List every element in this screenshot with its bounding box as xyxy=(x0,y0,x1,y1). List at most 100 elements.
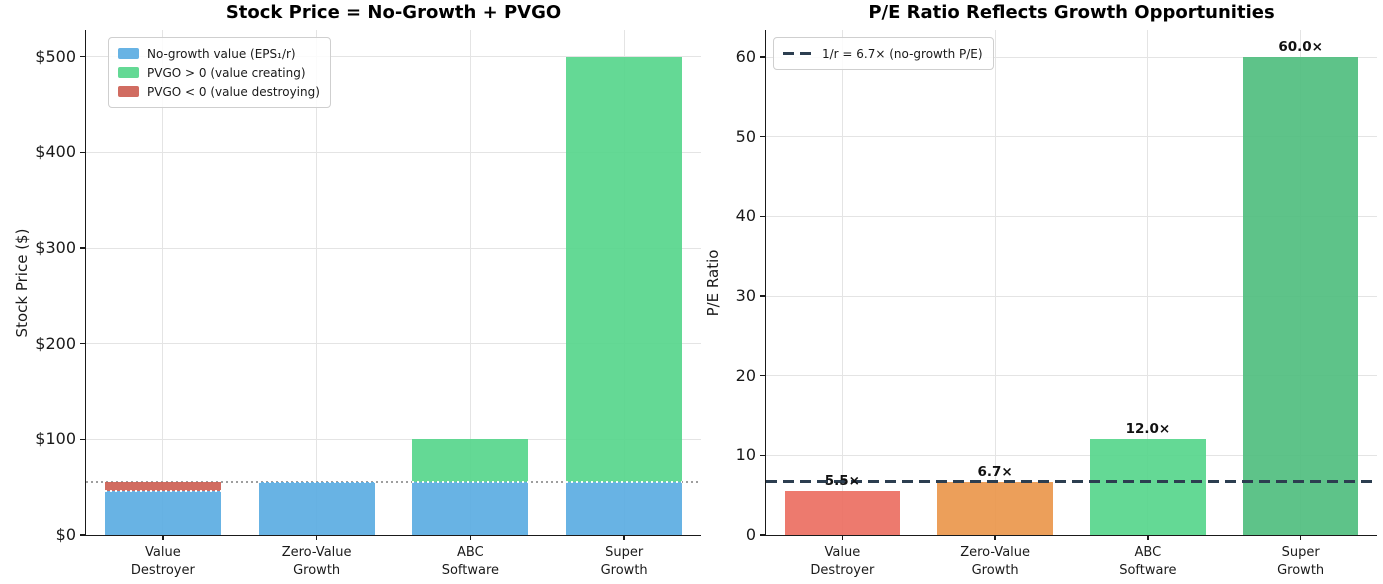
y-tick-mark xyxy=(80,151,85,154)
pe-ratio-chart-title: P/E Ratio Reflects Growth Opportunities xyxy=(868,2,1275,23)
bar xyxy=(937,481,1053,535)
stock-price-chart-plot-area: Stock Price = No-Growth + PVGO Stock Pri… xyxy=(13,2,701,578)
x-tick-mark xyxy=(1147,535,1149,540)
x-tick-label: Value Destroyer xyxy=(130,545,195,578)
x-tick-mark xyxy=(841,535,844,540)
y-tick-label: 40 xyxy=(735,206,756,226)
x-gridline xyxy=(841,30,843,535)
pe-ratio-chart-plot-area: P/E Ratio Reflects Growth Opportunities … xyxy=(704,2,1377,578)
legend-label: PVGO > 0 (value creating) xyxy=(147,65,306,80)
pe-ratio-y-axis-label: P/E Ratio xyxy=(704,249,722,316)
legend-swatch xyxy=(118,86,139,97)
y-tick-label: 30 xyxy=(735,286,756,306)
dashed-line-swatch xyxy=(783,52,813,55)
legend-entry: PVGO > 0 (value creating) xyxy=(118,63,320,82)
y-gridline xyxy=(86,56,701,58)
y-gridline xyxy=(766,454,1377,456)
x-tick-label: Value Destroyer xyxy=(810,545,875,578)
y-tick-label: $200 xyxy=(35,333,76,353)
bar-value-label: 60.0× xyxy=(1278,39,1323,56)
y-tick-mark xyxy=(760,454,765,457)
x-tick-mark xyxy=(1299,535,1302,540)
x-tick-label: Super Growth xyxy=(1277,545,1325,578)
segment-divider xyxy=(258,480,375,483)
x-tick-label: Super Growth xyxy=(600,545,648,578)
y-tick-mark xyxy=(80,247,85,249)
y-gridline xyxy=(86,438,701,440)
y-tick-label: 0 xyxy=(745,525,756,544)
bar xyxy=(1090,439,1206,535)
x-tick-mark xyxy=(315,535,318,540)
y-gridline xyxy=(766,375,1377,377)
y-tick-label: 10 xyxy=(735,445,756,465)
bar-value-label: 6.7× xyxy=(977,463,1013,480)
y-tick-label: 60 xyxy=(735,47,756,67)
bar-segment xyxy=(566,481,683,535)
bar-segment xyxy=(566,56,683,482)
x-tick-label: Zero-Value Growth xyxy=(281,545,352,578)
legend-entry: No-growth value (EPS₁/r) xyxy=(118,44,320,63)
y-tick-label: $300 xyxy=(35,238,76,258)
reference-line-dotted xyxy=(86,480,701,483)
y-gridline xyxy=(766,56,1377,58)
reference-line-dashed xyxy=(766,479,1377,483)
x-tick-mark xyxy=(623,535,625,540)
y-tick-mark xyxy=(80,343,85,345)
stock-price-legend: No-growth value (EPS₁/r) PVGO > 0 (value … xyxy=(108,37,331,108)
y-gridline xyxy=(86,247,701,249)
x-gridline xyxy=(994,30,996,535)
x-tick-mark xyxy=(162,535,164,540)
y-gridline xyxy=(766,295,1377,297)
x-tick-label: ABC Software xyxy=(1119,545,1177,578)
legend-label: PVGO < 0 (value destroying) xyxy=(147,84,320,99)
legend-entry: PVGO < 0 (value destroying) xyxy=(118,82,320,101)
y-tick-mark xyxy=(760,215,765,218)
y-tick-label: $500 xyxy=(35,46,76,66)
y-tick-mark xyxy=(760,534,765,536)
y-tick-mark xyxy=(760,295,765,297)
y-tick-label: 20 xyxy=(735,365,756,385)
x-gridline xyxy=(316,30,318,535)
y-tick-mark xyxy=(760,375,765,377)
x-gridline xyxy=(1147,30,1149,535)
bar xyxy=(1242,57,1359,535)
x-gridline xyxy=(469,30,471,535)
y-tick-mark xyxy=(80,534,85,536)
legend-swatch xyxy=(118,67,139,78)
bar-value-label: 5.5× xyxy=(824,473,860,490)
segment-divider xyxy=(104,490,221,493)
bar-segment xyxy=(412,439,529,482)
y-tick-label: 50 xyxy=(735,126,756,146)
segment-divider xyxy=(566,480,683,483)
y-tick-label: $0 xyxy=(55,525,76,544)
legend-entry: 1/r = 6.7× (no-growth P/E) xyxy=(783,44,983,63)
pe-ratio-legend: 1/r = 6.7× (no-growth P/E) xyxy=(773,37,994,70)
x-tick-mark xyxy=(994,535,996,540)
y-tick-label: $100 xyxy=(35,429,76,449)
y-gridline xyxy=(86,343,701,345)
legend-label: No-growth value (EPS₁/r) xyxy=(147,46,296,61)
bar-segment xyxy=(104,481,221,492)
bar-segment xyxy=(258,481,375,535)
y-tick-mark xyxy=(80,56,85,58)
legend-label: 1/r = 6.7× (no-growth P/E) xyxy=(822,46,983,61)
x-tick-label: ABC Software xyxy=(441,545,500,578)
segment-divider xyxy=(412,480,529,483)
x-tick-mark xyxy=(469,535,472,540)
bar-segment xyxy=(412,481,529,535)
y-gridline xyxy=(766,136,1377,138)
bar-value-label: 12.0× xyxy=(1125,421,1171,438)
x-tick-label: Zero-Value Growth xyxy=(960,545,1031,578)
y-gridline xyxy=(86,151,701,153)
x-gridline xyxy=(162,30,164,535)
bar-segment xyxy=(104,491,221,535)
y-tick-mark xyxy=(760,136,765,138)
legend-swatch xyxy=(118,48,139,59)
y-gridline xyxy=(766,215,1377,217)
y-tick-label: $400 xyxy=(35,142,76,162)
stock-price-chart-title: Stock Price = No-Growth + PVGO xyxy=(225,2,562,23)
y-tick-mark xyxy=(760,56,765,58)
y-tick-mark xyxy=(80,438,85,441)
bar xyxy=(784,491,901,535)
